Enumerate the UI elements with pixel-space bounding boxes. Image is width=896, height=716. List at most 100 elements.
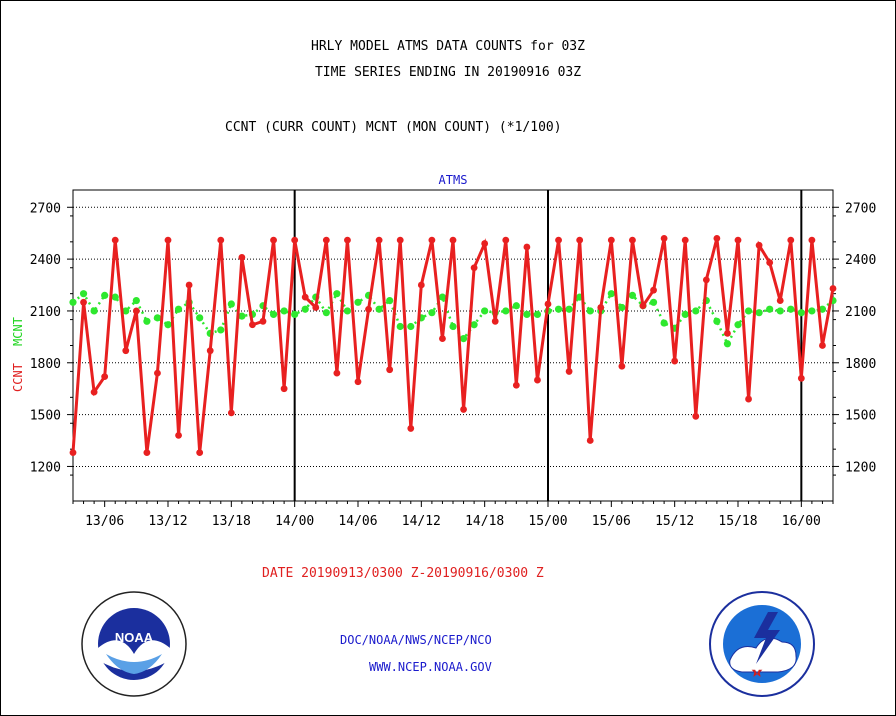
mcnt-series-point — [69, 298, 77, 306]
mcnt-series-point — [428, 309, 436, 317]
mcnt-series-point — [153, 314, 162, 322]
ccnt-series-point — [396, 236, 404, 244]
mcnt-series-point — [396, 322, 404, 331]
ccnt-series-point — [787, 236, 795, 244]
ccnt-series-point — [280, 385, 288, 393]
ccnt-series-point — [175, 431, 182, 439]
ccnt-series-point — [312, 304, 320, 311]
y-tick-label-right: 1500 — [845, 409, 876, 424]
mcnt-series-point — [533, 310, 542, 318]
ccnt-series-point — [206, 347, 214, 355]
x-tick-label: 13/18 — [212, 514, 251, 529]
mcnt-series-point — [755, 309, 763, 317]
ccnt-series-point — [734, 236, 742, 244]
ccnt-series-point — [745, 395, 752, 403]
ccnt-series-point — [417, 281, 425, 289]
ccnt-series-point — [301, 293, 309, 301]
y-tick-label-left: 2700 — [30, 201, 61, 216]
mcnt-series-point — [291, 310, 299, 318]
mcnt-series-point — [744, 307, 753, 315]
ccnt-series-point — [607, 236, 615, 244]
ccnt-series-point — [671, 357, 679, 365]
ccnt-series-point — [681, 236, 689, 244]
ccnt-series-point — [365, 305, 372, 313]
mcnt-series-point — [470, 321, 478, 329]
mcnt-series-point — [787, 305, 795, 313]
y-tick-label-left: 2100 — [30, 305, 61, 320]
ccnt-series-line — [71, 238, 835, 453]
ccnt-series-point — [502, 236, 510, 244]
ccnt-series-point — [512, 381, 520, 389]
mcnt-series-point — [111, 293, 119, 301]
ccnt-series-point — [344, 236, 351, 244]
ccnt-series-point — [639, 302, 647, 310]
y-tick-label-left: 1200 — [30, 460, 61, 475]
ccnt-series-point — [354, 378, 362, 386]
mcnt-series-point — [122, 307, 130, 315]
mcnt-series-point — [438, 293, 447, 301]
ccnt-series-point — [650, 286, 657, 294]
mcnt-series-point — [502, 307, 510, 315]
noaa-logo-text: NOAA — [115, 630, 154, 645]
url-link[interactable]: WWW.NCEP.NOAA.GOV — [369, 660, 492, 674]
mcnt-series-point — [692, 307, 700, 315]
mcnt-series-point — [322, 309, 330, 317]
mcnt-series-point — [808, 307, 816, 315]
ccnt-series-point — [217, 236, 225, 244]
x-tick-label: 13/12 — [148, 514, 187, 529]
mcnt-series-point — [607, 290, 615, 298]
y-tick-label-left: 1500 — [30, 409, 61, 424]
mcnt-series-point — [481, 307, 489, 315]
y-tick-label-right: 1800 — [845, 357, 876, 372]
ccnt-series-point — [523, 243, 531, 251]
date-range-label: DATE 20190913/0300 Z-20190916/0300 Z — [262, 566, 544, 581]
ccnt-series-point — [407, 425, 415, 432]
mcnt-series-point — [818, 305, 827, 313]
ccnt-series-point — [618, 362, 626, 370]
ccnt-series-point — [565, 368, 573, 375]
mcnt-series-point — [280, 307, 288, 315]
x-tick-label: 15/18 — [718, 514, 757, 529]
mcnt-series-point — [618, 303, 626, 312]
ccnt-series-point — [101, 373, 109, 380]
ccnt-series-point — [776, 297, 784, 304]
ccnt-series-point — [534, 376, 541, 384]
ccnt-series-point — [576, 236, 584, 244]
ccnt-series-point — [555, 236, 562, 244]
ccnt-series-point — [713, 234, 721, 242]
ccnt-series-point — [491, 317, 499, 325]
y-tick-label-right: 2100 — [845, 305, 876, 320]
ccnt-series-point — [597, 304, 605, 311]
mcnt-series-point — [523, 310, 531, 318]
mcnt-series-point — [449, 322, 457, 331]
mcnt-series-point — [797, 309, 805, 317]
ccnt-series-point — [544, 300, 552, 308]
mcnt-series-point — [586, 307, 594, 315]
ccnt-series-point — [586, 437, 594, 444]
ccnt-series-point — [185, 281, 193, 289]
x-tick-label: 14/00 — [275, 514, 314, 529]
ccnt-series-point — [692, 412, 700, 420]
ccnt-series-point — [660, 234, 668, 242]
mcnt-series-point — [628, 291, 637, 299]
ccnt-series-point — [470, 264, 478, 272]
mcnt-series-point — [554, 305, 563, 313]
x-tick-label: 14/18 — [465, 514, 504, 529]
ccnt-series-point — [291, 236, 299, 244]
ccnt-series-point — [755, 241, 763, 249]
noaa-logo: NOAA — [81, 591, 187, 697]
ccnt-series-point — [629, 236, 636, 244]
ccnt-series-point — [154, 369, 161, 377]
y-tick-label-right: 2400 — [845, 253, 876, 268]
ccnt-series-point — [808, 236, 816, 244]
mcnt-series-point — [407, 322, 415, 331]
x-tick-label: 15/12 — [655, 514, 694, 529]
ccnt-series-point — [439, 335, 446, 342]
mcnt-series-point — [734, 321, 742, 329]
ccnt-series-point — [797, 374, 805, 382]
mcnt-series-point — [343, 307, 352, 315]
mcnt-series-point — [174, 305, 183, 313]
x-tick-label: 16/00 — [782, 514, 821, 529]
chart-title-line2: TIME SERIES ENDING IN 20190916 03Z — [314, 65, 582, 80]
mcnt-series-point — [649, 298, 658, 306]
